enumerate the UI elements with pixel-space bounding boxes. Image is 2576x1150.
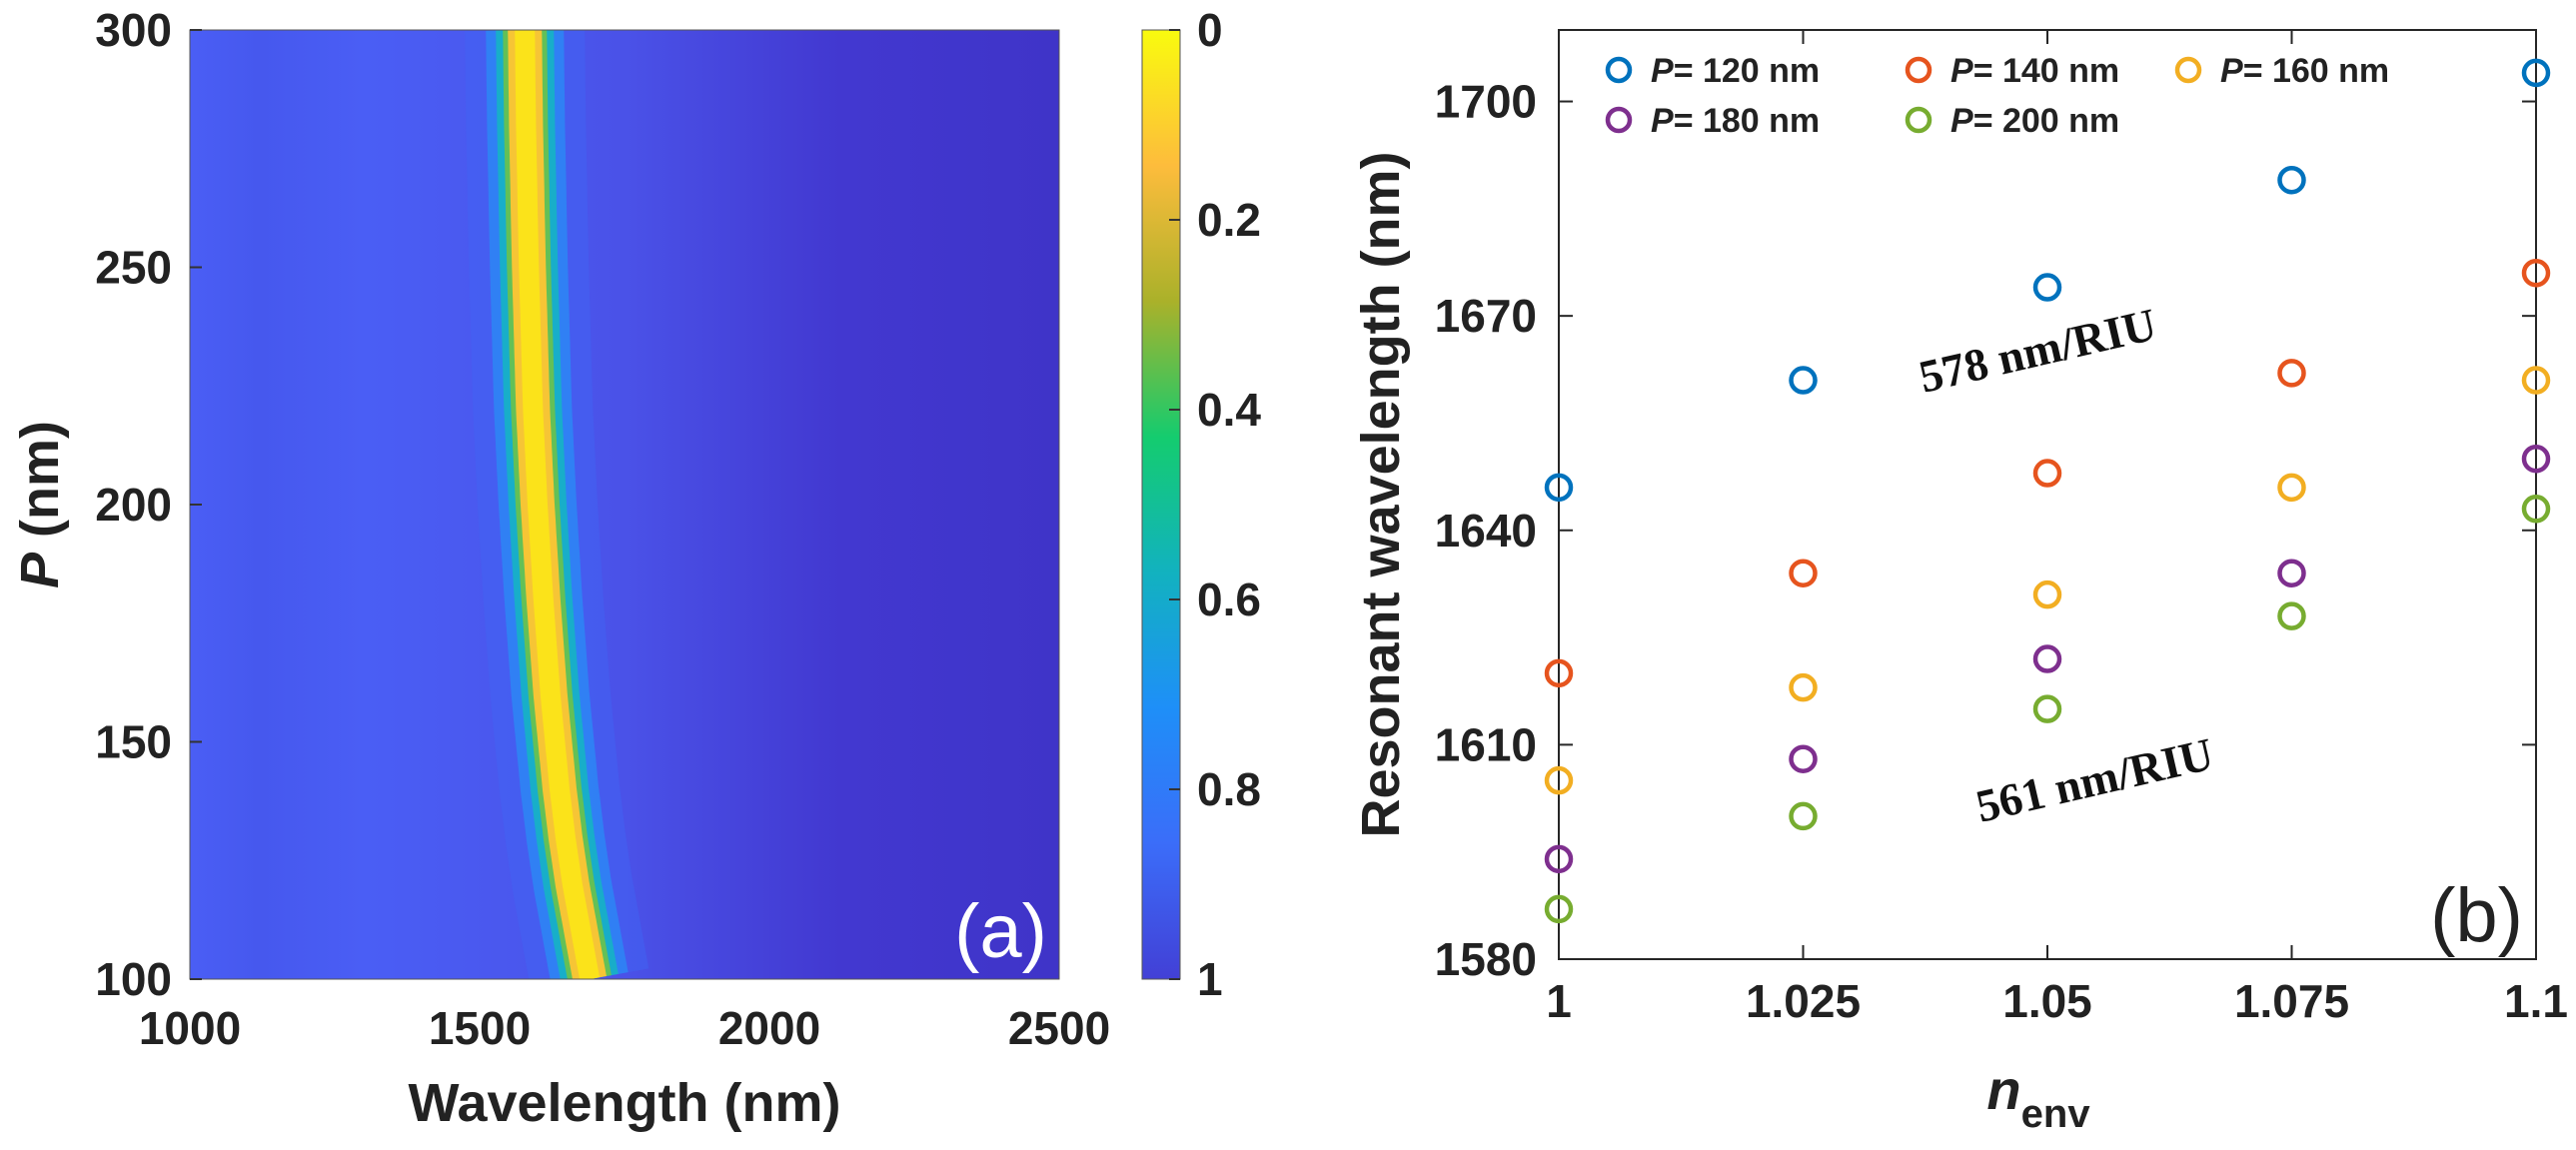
heatmap-x-ticks: 1000 1500 2000 2500 — [139, 1002, 1110, 1054]
legend-marker — [1905, 106, 1932, 134]
point-series-4 — [1789, 801, 1818, 831]
legend-label: P= 140 nm — [1950, 52, 2119, 90]
point-series-3 — [2277, 559, 2306, 587]
colorbar-tick: 0.4 — [1197, 384, 1261, 436]
point-series-3 — [2032, 644, 2062, 673]
point-series-3 — [1544, 844, 1574, 874]
point-series-4 — [2277, 601, 2306, 630]
point-series-1 — [2521, 258, 2551, 288]
point-series-1 — [1789, 559, 1818, 587]
point-series-2 — [2277, 473, 2306, 503]
heatmap-x-tick: 2500 — [1008, 1002, 1110, 1054]
heatmap-y-tick: 250 — [95, 242, 172, 294]
scatter-x-tick: 1.025 — [1746, 975, 1861, 1027]
scatter-x-tick: 1.1 — [2504, 975, 2568, 1027]
legend-marker — [1605, 106, 1633, 134]
heatmap-y-tick: 150 — [95, 716, 172, 768]
heatmap-resonance-band — [465, 30, 649, 979]
resonance-layer-5 — [515, 30, 601, 979]
scatter-y-label: Resonant wavelength (nm) — [1351, 151, 1411, 837]
colorbar: 0 0.2 0.4 0.6 0.8 1 — [1141, 4, 1261, 1005]
panel-a-label: (a) — [954, 889, 1047, 974]
colorbar-tick: 0.6 — [1197, 574, 1261, 625]
panel-a: 1000 1500 2000 2500 100 150 200 250 300 Wavelen… — [10, 4, 1110, 1133]
point-series-1 — [2277, 359, 2306, 388]
legend-marker — [2174, 56, 2202, 84]
point-series-0 — [2277, 165, 2306, 195]
point-series-3 — [2521, 444, 2551, 474]
point-series-1 — [1544, 658, 1574, 688]
heatmap-x-tick: 1000 — [139, 1002, 241, 1054]
scatter-y-tick: 1640 — [1435, 505, 1537, 557]
panel-b-label: (b) — [2430, 873, 2523, 958]
point-series-3 — [1789, 744, 1818, 773]
colorbar-tick: 1 — [1197, 953, 1223, 1005]
colorbar-tick: 0.2 — [1197, 194, 1261, 246]
scatter-points — [1544, 58, 2551, 924]
point-series-2 — [1789, 672, 1818, 702]
heatmap-x-tick: 2000 — [718, 1002, 820, 1054]
point-series-4 — [1544, 894, 1574, 924]
heatmap-y-tick: 300 — [95, 4, 172, 56]
point-series-0 — [1544, 473, 1574, 503]
point-series-2 — [1544, 765, 1574, 795]
legend-marker — [1605, 56, 1633, 84]
heatmap-y-tick: 100 — [95, 953, 172, 1005]
scatter-y-tick: 1670 — [1435, 290, 1537, 342]
point-series-0 — [2032, 273, 2062, 302]
legend-label: P= 200 nm — [1950, 102, 2119, 140]
scatter-y-tick: 1610 — [1435, 718, 1537, 770]
legend-label: P= 160 nm — [2220, 52, 2389, 90]
legend-label: P= 180 nm — [1651, 102, 1820, 140]
legend: P= 120 nm P= 140 nm P= 160 nm P= 180 nm P= 2… — [1605, 52, 2389, 140]
point-series-1 — [2032, 459, 2062, 488]
point-series-2 — [2521, 366, 2551, 395]
point-series-0 — [2521, 58, 2551, 88]
point-series-4 — [2521, 495, 2551, 524]
scatter-x-label: nenv — [1986, 1058, 2090, 1136]
heatmap-x-label: Wavelength (nm) — [408, 1073, 840, 1133]
colorbar-strip — [1141, 29, 1181, 980]
scatter-y-tick: 1700 — [1435, 76, 1537, 128]
colorbar-ticks: 0 0.2 0.4 0.6 0.8 1 — [1169, 4, 1261, 1005]
heatmap-y-ticks: 100 150 200 250 300 — [95, 4, 202, 1005]
scatter-y-tick: 1580 — [1435, 933, 1537, 985]
point-series-2 — [2032, 579, 2062, 609]
heatmap-y-label: P (nm) — [10, 421, 70, 588]
panel-b: 1 1.025 1.05 1.075 1.1 15801610164016701700 … — [1351, 29, 2568, 1136]
scatter-x-tick: 1 — [1546, 975, 1572, 1027]
scatter-x-ticks: 1 1.025 1.05 1.075 1.1 — [1546, 30, 2568, 1027]
legend-label: P= 120 nm — [1651, 52, 1820, 90]
heatmap-y-tick: 200 — [95, 479, 172, 531]
heatmap-background — [190, 30, 1059, 979]
point-series-0 — [1789, 366, 1818, 395]
scatter-y-ticks: 1580 1610 1640 1670 1700 — [1435, 76, 2536, 985]
scatter-x-tick: 1.05 — [2002, 975, 2092, 1027]
scatter-x-tick: 1.075 — [2234, 975, 2349, 1027]
colorbar-tick: 0.8 — [1197, 763, 1261, 815]
scatter-frame — [1558, 29, 2537, 960]
colorbar-tick: 0 — [1197, 4, 1223, 56]
heatmap-x-tick: 1500 — [429, 1002, 531, 1054]
legend-marker — [1905, 56, 1932, 84]
point-series-4 — [2032, 694, 2062, 723]
